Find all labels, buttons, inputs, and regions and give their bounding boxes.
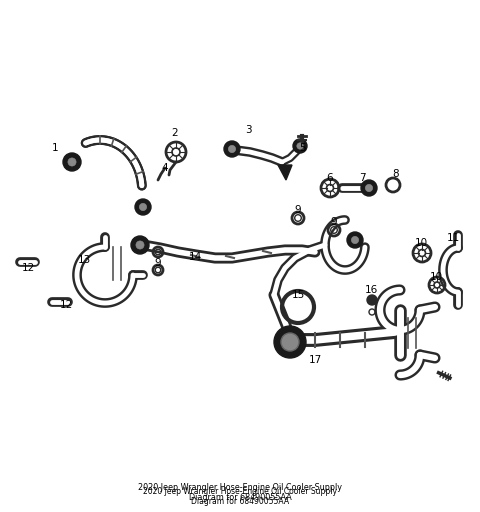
Circle shape xyxy=(365,184,372,191)
Text: 14: 14 xyxy=(188,252,202,262)
Text: Diagram for 68490055AA: Diagram for 68490055AA xyxy=(191,498,289,506)
Circle shape xyxy=(63,153,81,171)
Circle shape xyxy=(367,295,377,305)
Circle shape xyxy=(283,335,297,349)
Circle shape xyxy=(136,241,144,249)
Text: Diagram for 68490055AA: Diagram for 68490055AA xyxy=(189,494,291,502)
Circle shape xyxy=(224,141,240,157)
Text: 1: 1 xyxy=(52,143,58,153)
Circle shape xyxy=(297,143,303,149)
Text: 17: 17 xyxy=(308,355,322,365)
Polygon shape xyxy=(278,165,292,180)
Text: 3: 3 xyxy=(245,125,252,135)
Circle shape xyxy=(274,326,306,358)
Circle shape xyxy=(347,232,363,248)
Text: 2020 Jeep Wrangler Hose-Engine Oil Cooler Supply: 2020 Jeep Wrangler Hose-Engine Oil Coole… xyxy=(143,487,337,497)
Text: 10: 10 xyxy=(430,272,443,282)
Text: 4: 4 xyxy=(162,163,168,173)
Circle shape xyxy=(293,139,307,153)
Circle shape xyxy=(351,237,359,244)
Text: 12: 12 xyxy=(60,300,72,310)
Circle shape xyxy=(135,199,151,215)
Circle shape xyxy=(281,333,299,351)
Text: 6: 6 xyxy=(327,173,333,183)
Text: 13: 13 xyxy=(77,255,91,265)
Text: 9: 9 xyxy=(331,217,337,227)
Text: 9: 9 xyxy=(155,258,161,268)
Text: 5: 5 xyxy=(300,143,306,153)
Circle shape xyxy=(68,158,76,166)
Text: 16: 16 xyxy=(364,285,378,295)
Circle shape xyxy=(139,203,146,210)
Text: 7: 7 xyxy=(359,173,365,183)
Text: 2020 Jeep Wrangler Hose-Engine Oil Cooler Supply: 2020 Jeep Wrangler Hose-Engine Oil Coole… xyxy=(138,483,342,493)
Text: 10: 10 xyxy=(414,238,428,248)
Text: 9: 9 xyxy=(295,205,301,215)
Circle shape xyxy=(228,145,236,153)
Circle shape xyxy=(361,180,377,196)
Circle shape xyxy=(131,236,149,254)
Text: 11: 11 xyxy=(446,233,460,243)
Text: 8: 8 xyxy=(393,169,399,179)
Text: 2: 2 xyxy=(172,128,178,138)
Text: 12: 12 xyxy=(22,263,35,273)
Text: 15: 15 xyxy=(291,290,305,300)
